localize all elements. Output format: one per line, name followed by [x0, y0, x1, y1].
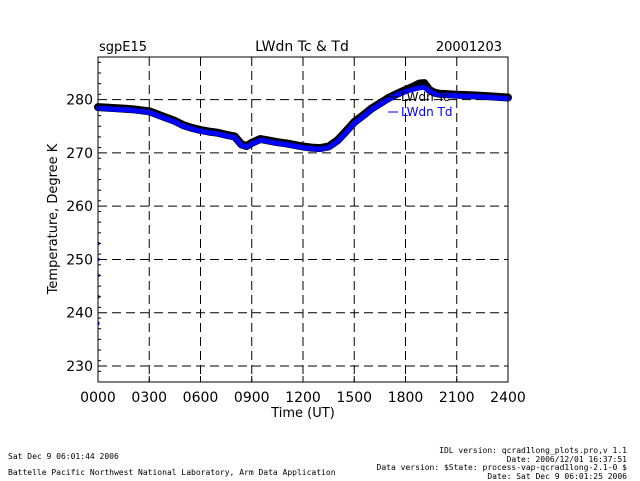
- x-tick-label: 0900: [234, 390, 270, 406]
- y-tick-label: 240: [66, 306, 93, 322]
- x-tick-label: 0600: [183, 390, 219, 406]
- footer-idl-date: Date: 2006/12/01 16:37:51: [506, 454, 627, 464]
- x-axis-label: Time (UT): [270, 406, 335, 421]
- y-tick-label: 280: [66, 93, 93, 109]
- footer-idl-version: IDL version: qcrad1long_plots.pro,v 1.1: [439, 446, 627, 455]
- x-tick-label: 2400: [490, 390, 526, 406]
- y-tick-label: 250: [66, 252, 93, 268]
- plot-frame: [97, 56, 509, 383]
- legend-label-td: LWdn Td: [401, 105, 452, 119]
- x-tick-label: 1500: [336, 390, 372, 406]
- footer-data-date: Date: Sat Dec 9 06:01:25 2006: [487, 471, 627, 481]
- legend: LWdn Tc LWdn Td: [388, 90, 452, 119]
- series-line-td: [95, 84, 511, 152]
- legend-label-tc: LWdn Tc: [401, 90, 449, 104]
- early-data-point: [97, 321, 100, 325]
- site-label: sgpE15: [99, 40, 147, 55]
- chart-title: LWdn Tc & Td: [255, 39, 349, 55]
- grid: [98, 57, 508, 382]
- x-tick-label: 1200: [285, 390, 321, 406]
- x-tick-label: 1800: [388, 390, 424, 406]
- footer-data-version: Data version: $State: process-vap-qcrad1…: [376, 463, 627, 472]
- x-tick-label: 0300: [131, 390, 167, 406]
- early-data-point: [97, 257, 100, 261]
- y-axis-label: Temperature, Degree K: [46, 143, 61, 295]
- date-label: 20001203: [436, 40, 502, 55]
- ticks: 0000 0300 0600 0900 1200 1500 1800 2100 2400 230 2…: [66, 61, 526, 406]
- x-tick-label: 2100: [439, 390, 475, 406]
- footer-version-info: IDL version: qcrad1long_plots.pro,v 1.1 …: [377, 446, 627, 480]
- footer-run-date: Sat Dec 9 06:01:44 2006: [8, 452, 119, 461]
- line-chart: sgpE15 LWdn Tc & Td 20001203 0000 0300 060…: [46, 39, 526, 421]
- footer-organization: Battelle Pacific Northwest National Labo…: [8, 468, 336, 477]
- y-tick-label: 260: [66, 199, 93, 215]
- x-tick-label: 0000: [80, 390, 116, 406]
- y-tick-label: 270: [66, 146, 93, 162]
- y-tick-label: 230: [66, 359, 93, 375]
